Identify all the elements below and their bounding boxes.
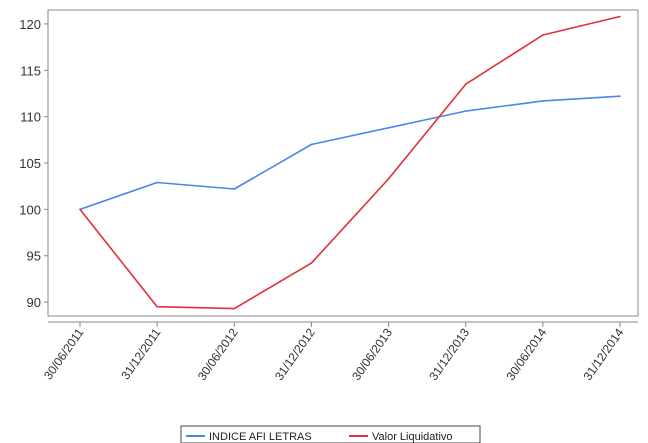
x-axis: 30/06/2011 31/12/2011 30/06/2012 31/12/2012… [41,321,638,383]
data-point [156,305,158,308]
data-point [233,188,236,190]
data-point [619,95,621,98]
data-point [79,208,81,211]
y-tick-label: 120 [19,17,41,32]
data-point [542,100,544,102]
x-tick-label: 31/12/2011 [118,325,164,382]
x-tick-label: 31/12/2014 [581,325,627,382]
data-point [542,34,544,36]
data-point [310,262,313,264]
data-point [310,143,313,146]
x-tick-label: 31/12/2013 [426,325,472,382]
y-axis: 90 95 100 105 110 115 120 [19,17,48,310]
series-layer [79,15,621,310]
y-tick-label: 90 [27,295,41,310]
series-line-1 [79,95,621,211]
x-tick-label: 30/06/2014 [503,325,549,382]
data-point [464,83,467,85]
data-point [233,307,236,310]
data-point [387,177,390,180]
legend-label-series-1: INDICE AFI LETRAS [209,431,312,443]
y-tick-label: 100 [19,202,41,217]
data-point [464,110,467,112]
legend-label-series-2: Valor Liquidativo [372,431,453,443]
x-tick-label: 30/06/2012 [195,325,241,382]
x-tick-label: 30/06/2013 [349,325,395,382]
y-tick-label: 105 [19,156,41,171]
data-point [156,181,158,184]
x-tick-label: 30/06/2011 [41,325,87,382]
legend: INDICE AFI LETRAS Valor Liquidativo [180,425,481,443]
x-tick-label: 31/12/2012 [272,325,318,382]
series-line-2 [79,15,621,310]
data-point [619,15,621,18]
y-tick-label: 115 [20,63,41,78]
data-point [387,126,390,129]
legend-box [180,425,481,443]
y-tick-label: 95 [27,249,41,264]
y-tick-label: 110 [20,110,41,125]
plot-area [47,9,639,317]
